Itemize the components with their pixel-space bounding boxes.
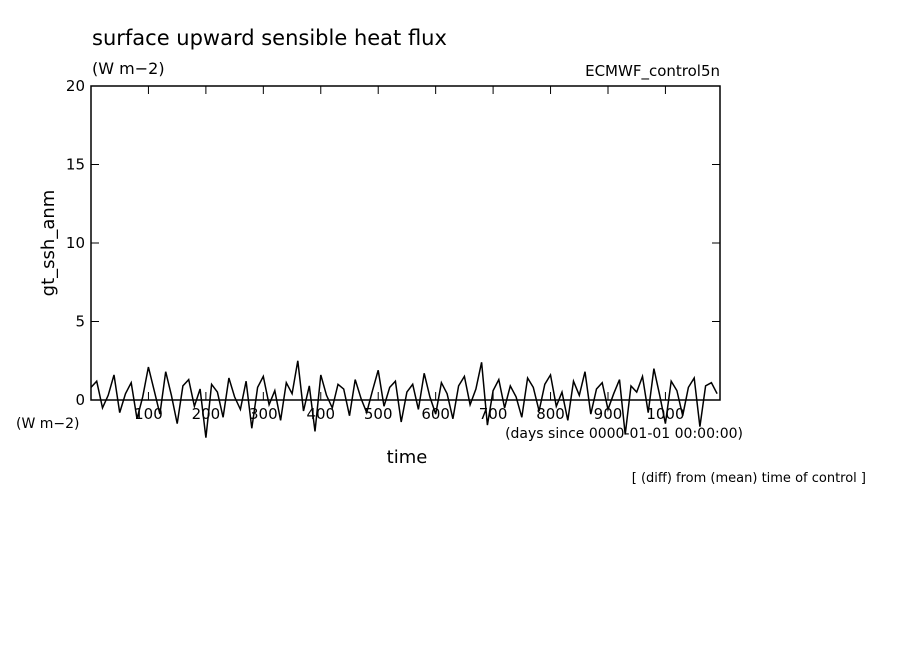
x-tick-label: 100 xyxy=(134,405,163,423)
x-tick-label: 700 xyxy=(479,405,508,423)
y-tick-label: 20 xyxy=(66,77,85,95)
y-tick-label: 0 xyxy=(75,391,85,409)
units: (W m−2) xyxy=(92,59,165,78)
x-tick-label: 500 xyxy=(364,405,393,423)
source: ECMWF_control5n xyxy=(585,62,720,81)
x-tick-label: 400 xyxy=(306,405,335,423)
x-tick-label: 300 xyxy=(249,405,278,423)
note: [ (diff) from (mean) time of control ] xyxy=(632,471,866,486)
y-tick-label: 15 xyxy=(66,156,85,174)
x-axis-label: time xyxy=(387,447,428,468)
y-axis-label: gt_ssh_anm xyxy=(38,190,59,297)
x-tick-label: 200 xyxy=(192,405,221,423)
y-units: (W m−2) xyxy=(16,416,80,432)
y-tick-label: 5 xyxy=(75,313,85,331)
x-tick-label: 1000 xyxy=(646,405,684,423)
x-units: (days since 0000-01-01 00:00:00) xyxy=(505,426,743,442)
plot-frame xyxy=(90,85,721,401)
chart-title: surface upward sensible heat flux xyxy=(92,26,447,50)
x-tick-label: 900 xyxy=(594,405,623,423)
data-line xyxy=(90,360,718,438)
y-tick-label: 10 xyxy=(66,234,85,252)
x-tick-label: 800 xyxy=(536,405,565,423)
